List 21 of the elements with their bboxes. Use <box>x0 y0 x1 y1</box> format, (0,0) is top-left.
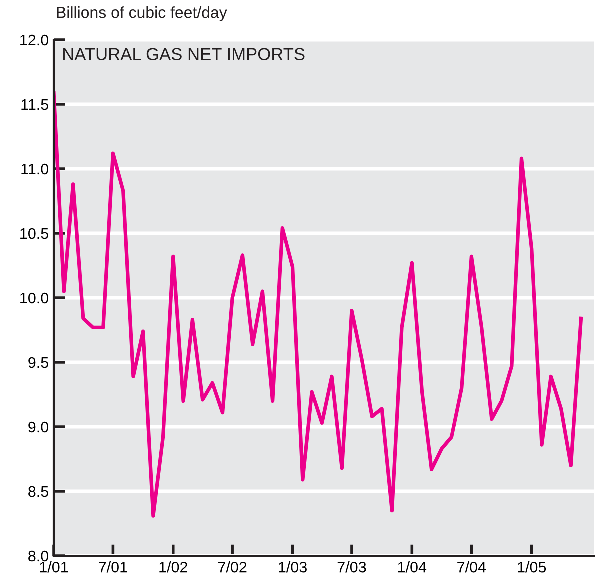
chart-title: NATURAL GAS NET IMPORTS <box>64 48 305 60</box>
y-tick-label: 8.0 <box>28 550 49 562</box>
x-tick-label: 7/01 <box>99 562 128 573</box>
y-tick-label: 10.0 <box>20 292 49 304</box>
line-series <box>54 91 584 518</box>
x-tick-label: 1/03 <box>279 562 307 573</box>
x-tick-label: 1/02 <box>160 562 188 573</box>
y-tick-label: 11.5 <box>22 100 48 110</box>
y-axis-title: Billions of cubic feet/day <box>57 6 228 22</box>
y-tick-label: 9.0 <box>28 422 49 433</box>
y-tick-label: 10.5 <box>20 228 48 240</box>
y-tick-label: 8.5 <box>28 486 48 498</box>
x-tick-label: 7/02 <box>218 562 247 573</box>
y-tick-label: 12.0 <box>20 34 49 46</box>
x-tick-label: 7/03 <box>338 562 366 573</box>
x-tick-label: 7/04 <box>458 562 486 573</box>
y-tick-label: 9.5 <box>28 357 48 368</box>
y-tick-label: 11.0 <box>22 164 49 175</box>
x-tick-label: 1/04 <box>398 562 427 573</box>
x-tick-label: 1/05 <box>518 562 546 573</box>
x-tick-label: 1/01 <box>40 562 68 573</box>
